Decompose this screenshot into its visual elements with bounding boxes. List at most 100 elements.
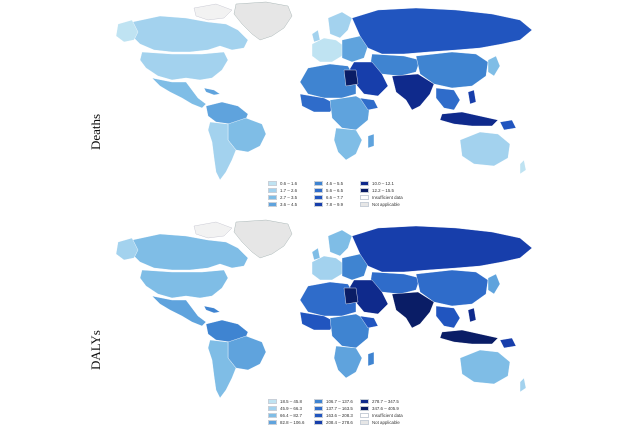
legend-swatch	[314, 420, 323, 425]
legend-label: 137.7 – 163.5	[326, 406, 353, 411]
legend-swatch	[268, 195, 277, 200]
south-asia-region	[391, 73, 435, 111]
uk-region	[311, 29, 321, 43]
legend-label: 45.9 – 66.3	[280, 406, 302, 411]
egypt-region	[343, 287, 359, 305]
legend-swatch	[268, 399, 277, 404]
legend-swatch	[314, 413, 323, 418]
west-africa-region	[299, 93, 337, 113]
legend-item: Not applicable	[360, 201, 400, 208]
mexico-central-america-region	[151, 77, 207, 109]
southern-africa-region	[333, 127, 363, 161]
legend-item: 6.6 – 7.7	[314, 194, 343, 201]
legend-swatch	[268, 406, 277, 411]
china-region	[415, 51, 489, 89]
south-america-south-region	[207, 121, 237, 181]
russia-region	[351, 7, 533, 55]
dalys-legend: 18.5 – 45.8 45.9 – 66.3 66.4 – 82.7 82.8 – …	[268, 398, 468, 432]
legend-swatch	[268, 202, 277, 207]
legend-label: Not applicable	[372, 202, 400, 207]
legend-label: 0.6 – 1.6	[280, 181, 298, 186]
south-asia-region	[391, 291, 435, 329]
legend-label: 82.8 – 106.6	[280, 420, 305, 425]
canada-region	[129, 233, 249, 271]
russia-region	[351, 225, 533, 273]
legend-label: 163.6 – 208.3	[326, 413, 353, 418]
japan-region	[487, 55, 501, 77]
legend-label: 278.7 – 347.5	[372, 399, 399, 404]
dalys-panel-label: DALYs	[88, 330, 103, 370]
japan-region	[487, 273, 501, 295]
legend-label: Insufficient data	[372, 413, 403, 418]
legend-label: 6.6 – 7.7	[326, 195, 344, 200]
horn-of-africa-region	[359, 97, 379, 111]
caribbean-region	[203, 305, 221, 314]
legend-item: 106.7 – 137.6	[314, 398, 353, 405]
legend-swatch	[360, 195, 369, 200]
legend-swatch	[314, 195, 323, 200]
uk-region	[311, 247, 321, 261]
western-europe-region	[311, 255, 345, 281]
legend-label: 106.7 – 137.6	[326, 399, 353, 404]
philippines-region	[467, 89, 477, 105]
legend-item: 82.8 – 106.6	[268, 419, 304, 426]
legend-label: 5.6 – 6.5	[326, 188, 344, 193]
legend-item: 12.2 – 15.5	[360, 187, 394, 194]
legend-label: Insufficient data	[372, 195, 403, 200]
scandinavia-region	[327, 11, 353, 39]
legend-swatch	[268, 181, 277, 186]
deaths-panel-label: Deaths	[88, 113, 103, 151]
greenland-region	[233, 219, 293, 259]
legend-item: 347.6 – 405.9	[360, 405, 399, 412]
arctic-islands-region	[193, 3, 233, 21]
south-america-south-region	[207, 339, 237, 399]
alaska-region	[116, 19, 139, 43]
new-zealand-region	[519, 377, 527, 393]
legend-item: 5.6 – 6.5	[314, 187, 343, 194]
legend-item: 2.7 – 3.5	[268, 194, 297, 201]
legend-swatch	[314, 181, 323, 186]
australia-region	[459, 131, 511, 167]
deaths-legend: 0.6 – 1.6 1.7 – 2.6 2.7 – 3.5 3.6 – 4.5 4.6 …	[268, 180, 468, 214]
central-africa-region	[329, 313, 371, 349]
legend-label: Not applicable	[372, 420, 400, 425]
new-zealand-region	[519, 159, 527, 175]
indonesia-region	[439, 329, 499, 345]
legend-item: 10.0 – 12.1	[360, 180, 394, 187]
legend-swatch	[314, 188, 323, 193]
legend-item: 163.6 – 208.3	[314, 412, 353, 419]
north-africa-region	[299, 63, 357, 99]
legend-label: 2.7 – 3.5	[280, 195, 298, 200]
legend-label: 1.7 – 2.6	[280, 188, 298, 193]
western-europe-region	[311, 37, 345, 63]
indonesia-region	[439, 111, 499, 127]
scandinavia-region	[327, 229, 353, 257]
usa-region	[139, 51, 229, 81]
southern-africa-region	[333, 345, 363, 379]
legend-item: 4.6 – 5.5	[314, 180, 343, 187]
legend-item: 18.5 – 45.8	[268, 398, 302, 405]
legend-label: 7.8 – 9.9	[326, 202, 344, 207]
southeast-asia-region	[435, 305, 461, 329]
legend-item: 66.4 – 82.7	[268, 412, 302, 419]
deaths-map-panel: Deaths 0.6 – 1.6 1.7 – 2.6 2.7 – 3.5 3.6 – …	[0, 0, 623, 217]
australia-region	[459, 349, 511, 385]
canada-region	[129, 15, 249, 53]
legend-item: 0.6 – 1.6	[268, 180, 297, 187]
legend-label: 4.6 – 5.5	[326, 181, 344, 186]
legend-item: Not applicable	[360, 419, 400, 426]
legend-item: 45.9 – 66.3	[268, 405, 302, 412]
legend-swatch	[360, 399, 369, 404]
legend-swatch	[360, 406, 369, 411]
madagascar-region	[367, 133, 375, 149]
arctic-islands-region	[193, 221, 233, 239]
greenland-region	[233, 1, 293, 41]
legend-label: 18.5 – 45.8	[280, 399, 302, 404]
philippines-region	[467, 307, 477, 323]
legend-label: 3.6 – 4.5	[280, 202, 298, 207]
horn-of-africa-region	[359, 315, 379, 329]
dalys-map-panel: DALYs 18.5 – 45.8 45.9 – 66.3 66.4 – 82.7 8…	[0, 218, 623, 435]
north-africa-region	[299, 281, 357, 317]
legend-item: Insufficient data	[360, 412, 403, 419]
legend-label: 347.6 – 405.9	[372, 406, 399, 411]
